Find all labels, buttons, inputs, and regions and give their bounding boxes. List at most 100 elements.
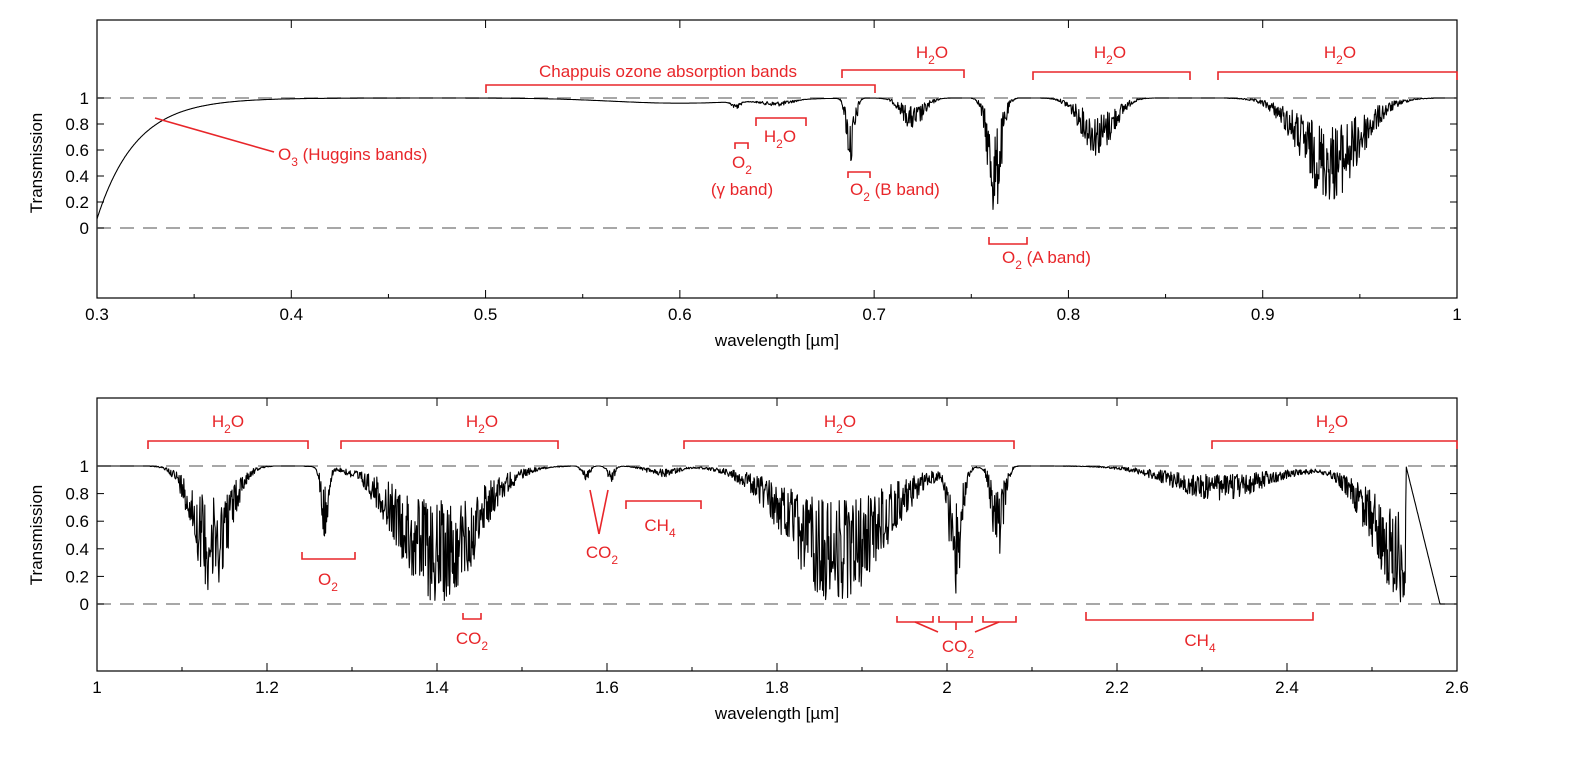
h2o-label-7-tail: O [1335,412,1348,431]
co2-bracket-3c [982,616,1017,623]
y-tick-label: 1 [80,89,89,108]
o2-b-bracket [847,171,871,178]
y-tick-label: 1 [80,457,89,476]
h2o-label-6: H2O [824,412,856,436]
huggins-label-text: O [278,145,291,164]
h2o-small-label-text: H [764,127,776,146]
x-tick-label: 0.6 [668,305,692,324]
o2-label-2-text: O [318,570,331,589]
co2-label-2-text: CO [586,543,612,562]
transmission-series [96,97,1458,220]
h2o-label-2: H2O [1094,43,1126,67]
huggins-label: O3 (Huggins bands) [278,145,427,169]
huggins-leader [154,117,275,153]
h2o-bracket-7 [1211,440,1458,449]
x-tick-label: 1 [1452,305,1461,324]
ch4-label-2: CH4 [1184,631,1216,655]
y-tick-label: 0.6 [65,141,89,160]
co2-label-3-subscript: 2 [967,647,974,661]
x-tick-label: 0.8 [1057,305,1081,324]
x-tick-label: 1 [92,678,101,697]
h2o-label-3-text: H [1324,43,1336,62]
chappuis-label-text: Chappuis ozone absorption bands [539,62,797,81]
h2o-label-5-text: H [466,412,478,431]
h2o-label-4-tail: O [231,412,244,431]
co2-label-1-subscript: 2 [481,639,488,653]
huggins-label-tail: (Huggins bands) [298,145,427,164]
y-axis-title: Transmission [27,113,46,213]
co2-leader-e [974,621,1000,633]
huggins-label-subscript: 3 [291,155,298,169]
co2-label-3-text: CO [942,637,968,656]
o2-gamma-label: O2 [732,153,752,177]
o2-b-label-tail: (B band) [870,180,940,199]
x-tick-label: 2.2 [1105,678,1129,697]
co2-label-1-text: CO [456,629,482,648]
h2o-small-label-tail: O [783,127,796,146]
y-tick-label: 0.4 [65,540,89,559]
ch4-label-1-text: CH [644,516,669,535]
chart-panel-2: 1 1.2 1.4 1.6 1.8 2 2.2 2.4 2.6 0 0.2 0.4 0.6 0.8 1 wav… [27,397,1469,723]
h2o-label-1-text: H [916,43,928,62]
gamma-band-label: (γ band) [711,180,773,199]
h2o-bracket-6 [683,440,1015,449]
ch4-bracket-1 [625,500,702,509]
transmission-series [96,465,1458,605]
co2-bracket-1 [462,613,482,620]
o2-label-2: O2 [318,570,338,594]
h2o-label-1-subscript: 2 [928,53,935,67]
co2-label-2-subscript: 2 [611,553,618,567]
y-tick-label: 0 [80,219,89,238]
h2o-label-3: H2O [1324,43,1356,67]
co2-label-2: CO2 [586,543,619,567]
h2o-bracket-1 [841,69,965,78]
x-axis-title: wavelength [µm] [714,704,839,723]
y-tick-label: 0.8 [65,115,89,134]
x-tick-label: 1.6 [595,678,619,697]
o2-a-label: O2 (A band) [1002,248,1091,272]
x-tick-label: 2 [942,678,951,697]
o2-a-bracket [988,237,1028,245]
h2o-bracket-3 [1217,71,1458,80]
x-tick-label: 0.3 [85,305,109,324]
x-tick-label: 0.9 [1251,305,1275,324]
o2-a-label-subscript: 2 [1015,258,1022,272]
y-tick-label: 0.4 [65,167,89,186]
o2-a-label-tail: (A band) [1022,248,1091,267]
chart-panel-1: 0.3 0.4 0.5 0.6 0.7 0.8 0.9 1 0 0.2 0.4 0.6 0.8 1 wave… [27,19,1462,350]
h2o-label-5-subscript: 2 [478,422,485,436]
chappuis-bracket [485,84,876,93]
o2-bracket-2 [301,552,356,560]
h2o-label-4-text: H [212,412,224,431]
h2o-label-2-tail: O [1113,43,1126,62]
h2o-label-2-text: H [1094,43,1106,62]
h2o-label-7-subscript: 2 [1328,422,1335,436]
o2-gamma-bracket [734,142,749,149]
x-tick-label: 1.2 [255,678,279,697]
y-tick-label: 0.8 [65,485,89,504]
co2-leader-b [598,489,609,535]
ch4-label-1: CH4 [644,516,676,540]
h2o-label-3-tail: O [1343,43,1356,62]
o2-gamma-label-text: O [732,153,745,172]
ch4-label-2-text: CH [1184,631,1209,650]
x-tick-label: 0.5 [474,305,498,324]
h2o-label-4: H2O [212,412,244,436]
x-tick-label: 0.7 [862,305,886,324]
h2o-label-6-text: H [824,412,836,431]
x-tick-label: 1.8 [765,678,789,697]
o2-b-label-text: O [850,180,863,199]
h2o-bracket-5 [340,440,559,449]
co2-bracket-3b [938,616,973,623]
ch4-label-1-subscript: 4 [669,526,676,540]
x-tick-label: 0.4 [279,305,303,324]
h2o-label-6-subscript: 2 [836,422,843,436]
h2o-label-3-subscript: 2 [1336,53,1343,67]
o2-a-label-text: O [1002,248,1015,267]
co2-leader-a [589,489,600,535]
y-tick-label: 0 [80,595,89,614]
h2o-label-4-subscript: 2 [224,422,231,436]
